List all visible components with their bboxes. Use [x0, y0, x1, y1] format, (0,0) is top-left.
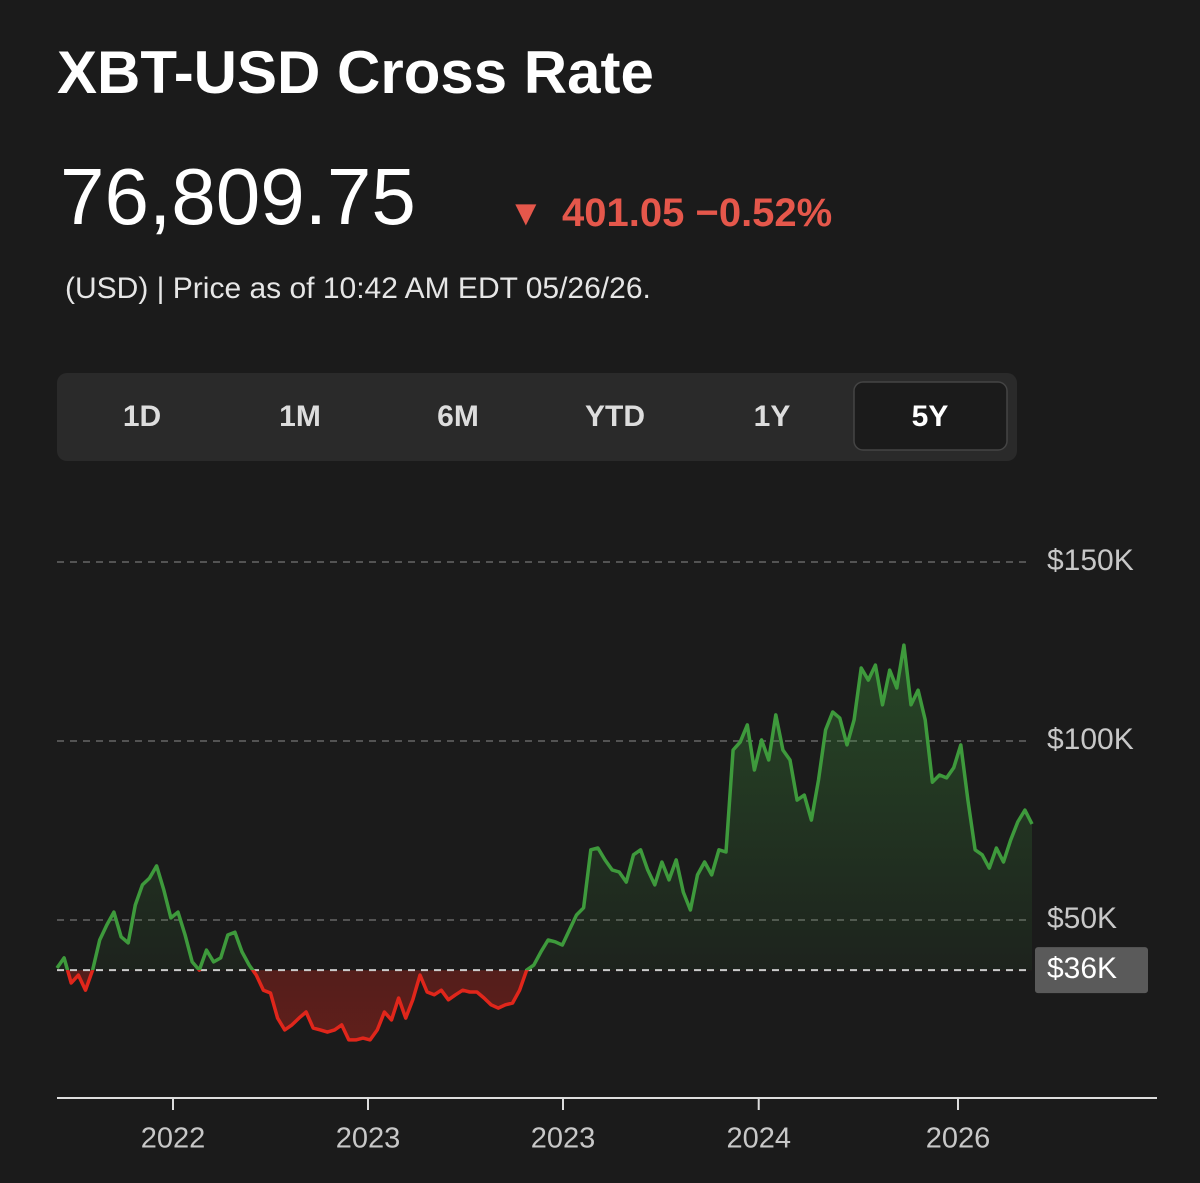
baseline-label-bg	[1035, 947, 1148, 994]
price: 76,809.75	[60, 152, 416, 241]
tab[interactable]: 1Y	[754, 400, 791, 433]
x-tick-label: 2026	[926, 1123, 991, 1155]
y-tick-label: $150K	[1047, 544, 1134, 577]
title: XBT-USD Cross Rate	[57, 39, 654, 106]
x-tick-label: 2023	[531, 1123, 596, 1155]
tab[interactable]: 1M	[279, 400, 321, 433]
tab[interactable]: 1D	[123, 400, 161, 433]
tab-selected-bg	[853, 381, 1008, 451]
baseline-label: $36K	[1047, 952, 1117, 985]
price-line-up	[55, 643, 1034, 971]
x-tick-label: 2024	[726, 1123, 791, 1155]
x-tick-label: 2023	[336, 1123, 401, 1155]
y-tick-label: $100K	[1047, 723, 1134, 756]
change: 401.05 −0.52%	[562, 191, 832, 235]
change-arrow: ▼	[508, 192, 544, 233]
area-up	[57, 645, 1032, 971]
price-note: (USD) | Price as of 10:42 AM EDT 05/26/2…	[65, 272, 651, 305]
tab[interactable]: 5Y	[912, 400, 949, 433]
y-tick-label: $50K	[1047, 902, 1117, 935]
area-down	[57, 970, 1032, 1040]
x-tick-label: 2022	[141, 1123, 206, 1155]
tab[interactable]: YTD	[585, 400, 645, 433]
tab-bar	[57, 373, 1017, 461]
tab[interactable]: 6M	[437, 400, 479, 433]
